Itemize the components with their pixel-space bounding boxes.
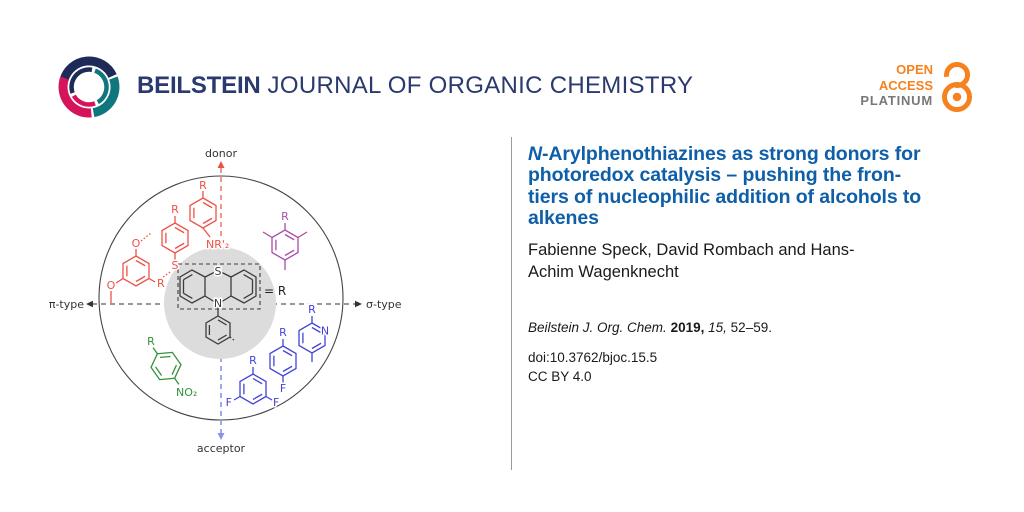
title-line-3: tiers of nucleophilic addition of alcoho…: [528, 185, 922, 208]
title-line-2: photoredox catalysis – pushing the fron-: [528, 164, 902, 187]
axis-label-pi-type: π-type: [49, 298, 84, 311]
o-label: O: [107, 279, 116, 292]
axis-label-donor: donor: [205, 147, 237, 160]
nr2-label: NR'₂: [206, 238, 229, 251]
donor-axis: [217, 161, 225, 249]
author-list: Fabienne Speck, David Rombach and Hans- …: [528, 240, 998, 283]
open-access-line1: OPEN: [896, 62, 933, 77]
open-access-line2: ACCESS: [878, 77, 933, 93]
axis-label-sigma-type: σ-type: [366, 298, 402, 311]
article-title: N-Arylphenothiazines as strong donors fo…: [528, 143, 1000, 229]
open-access-line3: PLATINUM: [860, 93, 933, 108]
r-label: R: [249, 354, 257, 367]
core-sulfur-label: S: [215, 265, 222, 278]
r-label: R: [157, 277, 165, 290]
structure-dimethoxyphenyl: [110, 232, 156, 303]
authors-line-1: Fabienne Speck, David Rombach and Hans-: [528, 241, 855, 259]
up-arrowhead-icon: [217, 161, 225, 168]
brand-rest: JOURNAL OF ORGANIC CHEMISTRY: [267, 72, 694, 99]
column-divider: [511, 137, 512, 470]
r-label: R: [171, 203, 179, 216]
down-arrowhead-icon: [217, 433, 225, 440]
f-label: F: [226, 396, 232, 409]
graphical-abstract: donor acceptor π-type σ-type: [49, 147, 402, 455]
r-label: R: [147, 335, 155, 348]
core-dashed-box: [177, 263, 261, 310]
open-lock-icon: [942, 61, 972, 112]
left-arrowhead-icon: [86, 300, 93, 308]
title-line-4: alkenes: [528, 206, 599, 229]
n-label: N: [321, 325, 329, 338]
authors-line-2: Achim Wagenknecht: [528, 262, 679, 281]
title-italic-n: N: [528, 143, 542, 165]
title-line-1: N-Arylphenothiazines as strong donors fo…: [528, 143, 1000, 165]
axis-label-acceptor: acceptor: [197, 442, 246, 455]
core-nitrogen-label: N: [214, 297, 222, 310]
structure-nitrophenyl: [146, 345, 186, 387]
structure-mesityl: [262, 223, 308, 270]
s-label: S: [172, 259, 179, 272]
structure-fluorophenyl: [269, 339, 297, 383]
structure-thiophenyl: [158, 216, 189, 281]
f-label: F: [280, 382, 286, 395]
structure-difluorophenyl: [233, 367, 273, 405]
citation: Beilstein J. Org. Chem. 2019, 15, 52–59.: [528, 320, 772, 335]
citation-year: 2019,: [670, 320, 705, 335]
brand-bold: BEILSTEIN: [137, 72, 261, 99]
structure-pyridyl: [298, 316, 326, 362]
title-line-1-rest: -Arylphenothiazines as strong donors for: [541, 143, 921, 165]
r-label: R: [199, 179, 207, 192]
structure-aminophenyl: [189, 191, 217, 238]
journal-title: BEILSTEIN JOURNAL OF ORGANIC CHEMISTRY: [137, 72, 693, 100]
horizontal-axis: [86, 300, 362, 308]
o-label: O: [132, 237, 141, 250]
citation-journal: Beilstein J. Org. Chem.: [528, 320, 667, 335]
citation-pages: 52–59.: [730, 320, 772, 335]
open-access-label: OPEN ACCESS PLATINUM: [833, 62, 933, 109]
citation-volume: 15,: [708, 320, 727, 335]
f-label: F: [273, 396, 279, 409]
no2-label: NO₂: [176, 386, 197, 399]
license-label: CC BY 4.0: [528, 369, 592, 384]
right-arrowhead-icon: [355, 300, 362, 308]
r-label: R: [281, 210, 289, 223]
doi-link[interactable]: doi:10.3762/bjoc.15.5: [528, 350, 658, 365]
core-equals-r-label: = R: [264, 284, 286, 298]
r-label: R: [279, 326, 287, 339]
phenothiazine-core: [177, 263, 261, 345]
r-label: R: [308, 303, 316, 316]
beilstein-logo-icon: [58, 56, 120, 118]
acceptor-axis: [217, 357, 225, 440]
